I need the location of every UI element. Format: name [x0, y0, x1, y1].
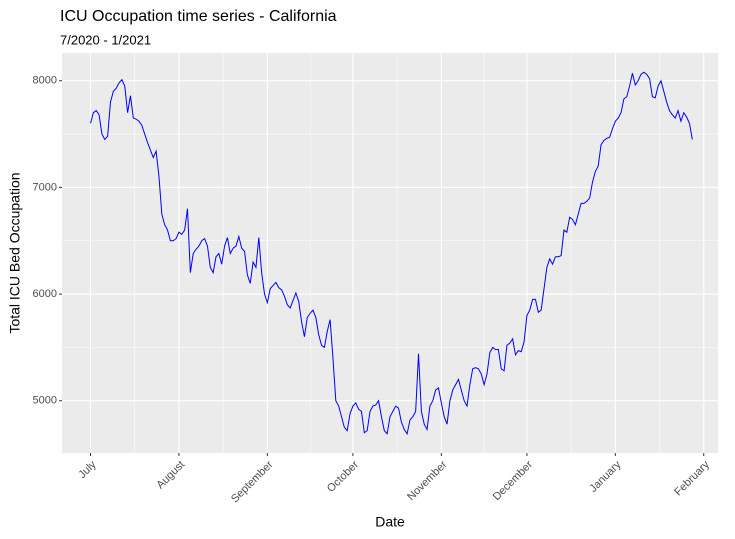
y-tick-label: 7000	[33, 181, 57, 193]
y-axis-title: Total ICU Bed Occupation	[7, 172, 23, 333]
x-tick-label: August	[154, 459, 187, 492]
y-tick-label: 6000	[33, 288, 57, 300]
x-tick-label: September	[229, 458, 276, 505]
x-tick-label: October	[325, 458, 361, 494]
y-tick-label: 5000	[33, 395, 57, 407]
series-line	[90, 71, 693, 436]
chart-subtitle: 7/2020 - 1/2021	[60, 32, 151, 47]
x-tick-label: January	[587, 458, 624, 495]
x-tick-label: November	[405, 458, 450, 503]
x-tick-label: December	[491, 458, 536, 503]
chart-title: ICU Occupation time series - California	[60, 8, 337, 25]
x-tick-label: July	[76, 458, 99, 481]
y-tick-label: 8000	[33, 75, 57, 87]
x-axis-title: Date	[375, 514, 405, 530]
plot-panel	[62, 53, 718, 453]
x-tick-label: February	[672, 458, 712, 498]
